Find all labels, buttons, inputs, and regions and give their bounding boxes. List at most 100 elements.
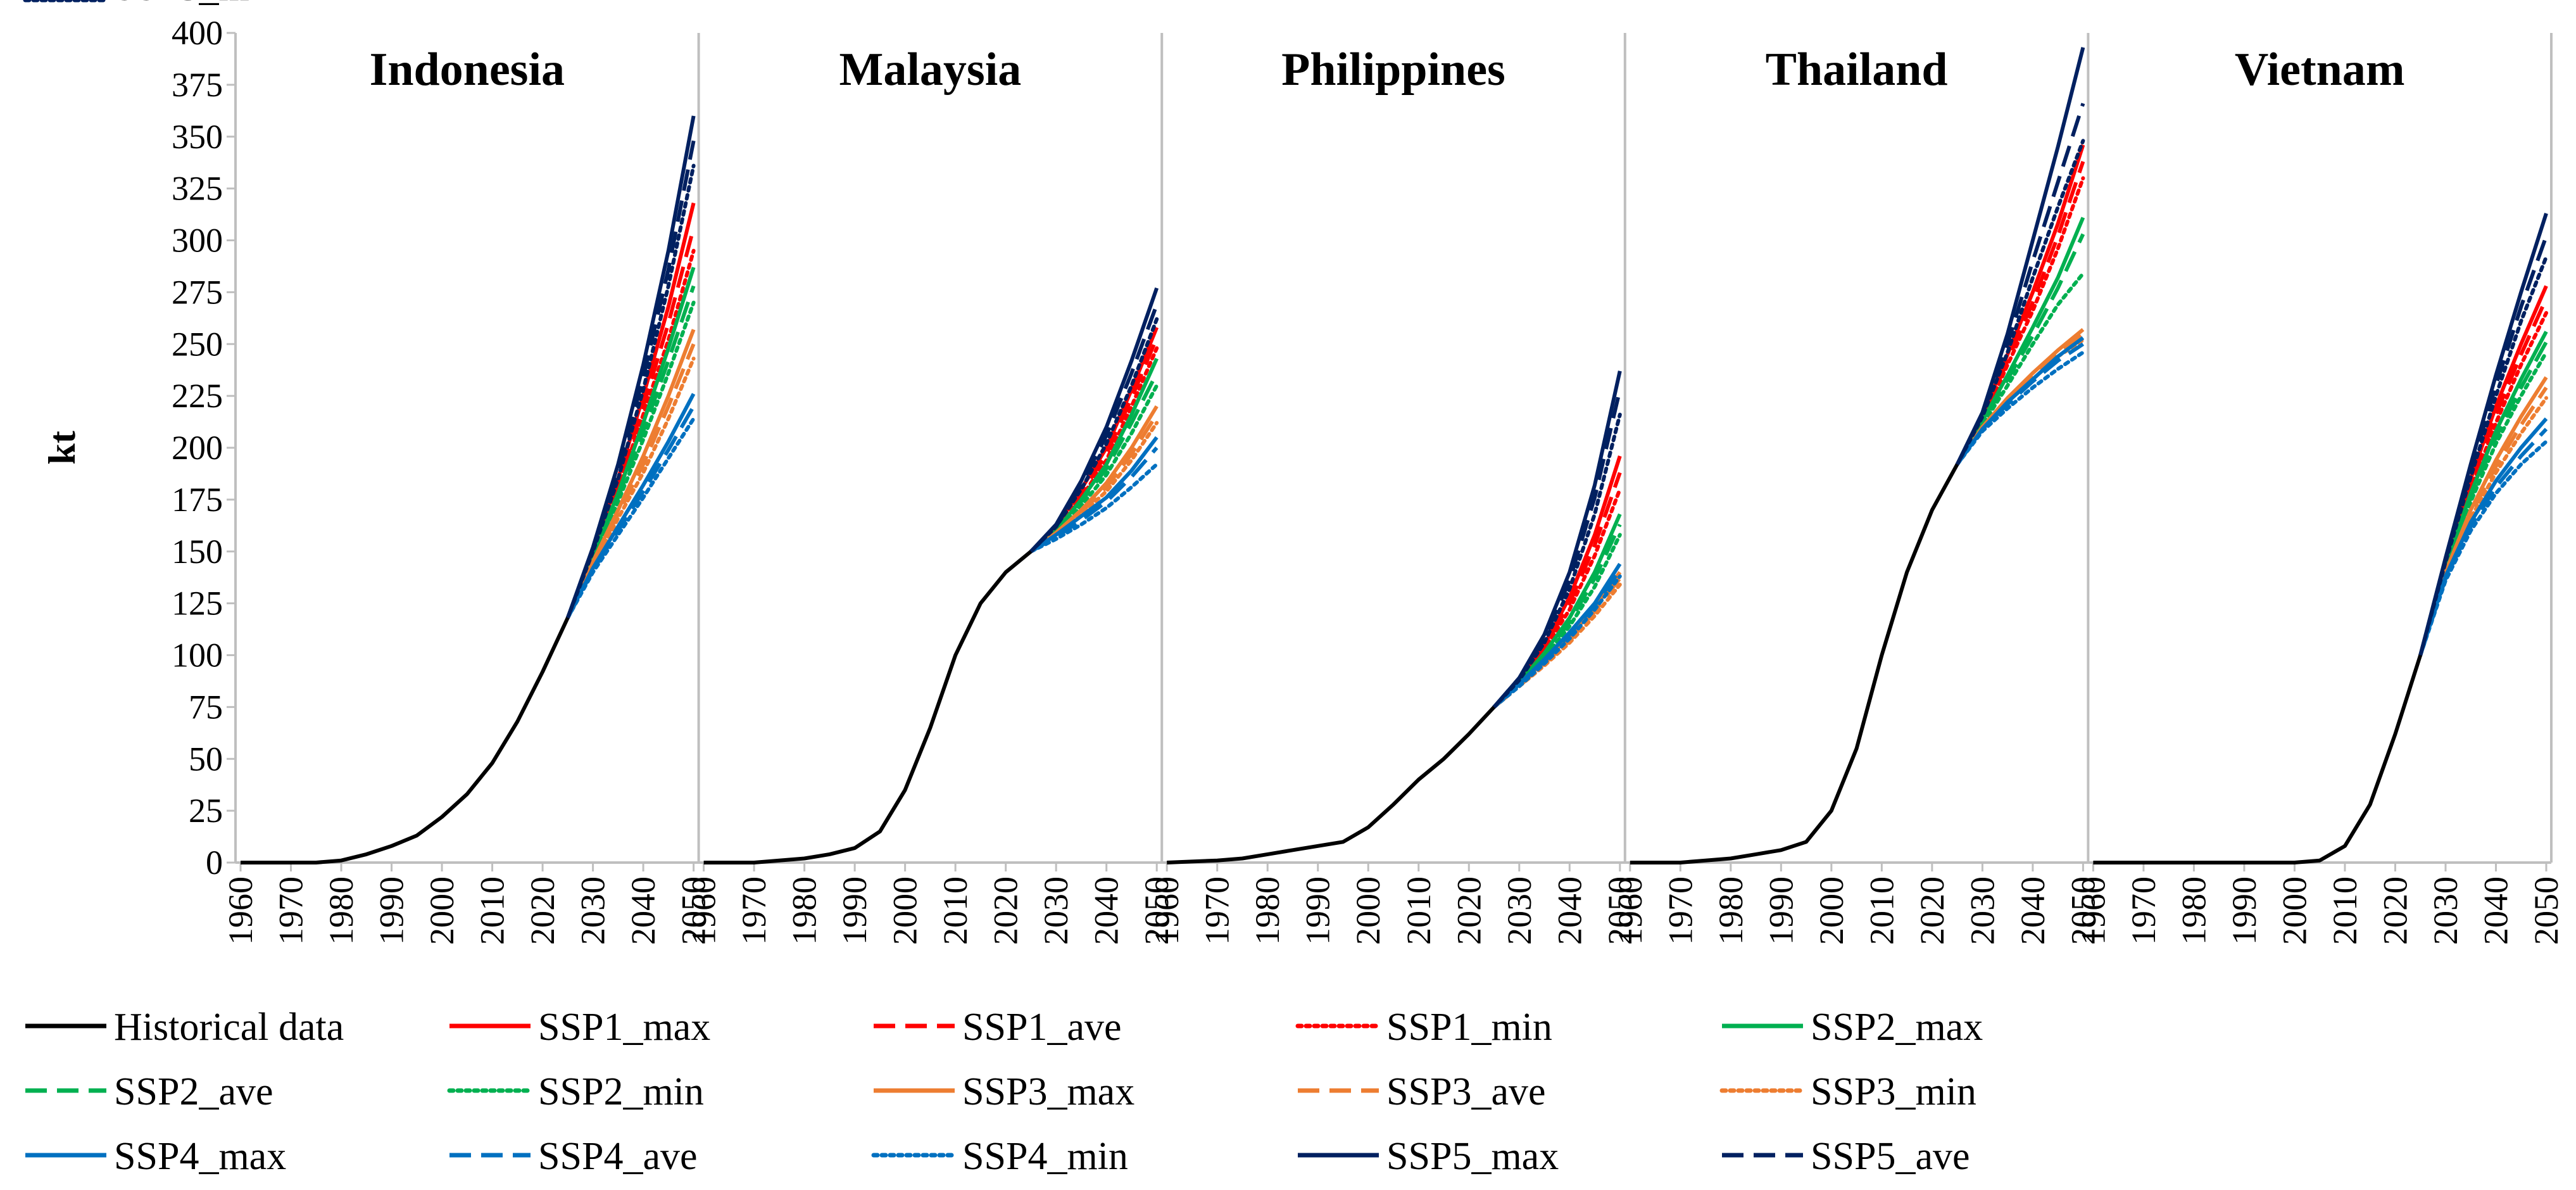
panel-title: Vietnam (2235, 44, 2405, 96)
series-ssp5-ave (565, 140, 696, 619)
x-tick-label: 1970 (2125, 877, 2163, 945)
series-historical-data (1630, 463, 1959, 864)
series-ssp4-min (1492, 574, 1622, 709)
x-tick-label: 2040 (2477, 877, 2515, 945)
y-tick-label: 350 (172, 118, 223, 156)
x-tick-label: 2040 (2014, 877, 2052, 945)
series-ssp2-max (566, 267, 696, 619)
y-tick-label: 50 (189, 740, 223, 778)
panel-title: Thailand (1766, 44, 1948, 96)
legend-label: SSP5_ave (1811, 1135, 1970, 1178)
series-ssp4-min (2418, 440, 2548, 657)
x-tick-label: 2030 (2427, 877, 2465, 945)
series-ssp4-min (1955, 350, 2085, 467)
x-tick-label: 2020 (1450, 877, 1488, 945)
series-ssp2-ave (1029, 372, 1159, 554)
series-ssp4-min (1029, 462, 1159, 554)
legend-label: SSP1_min (1386, 1006, 1552, 1049)
legend-label: Historical data (114, 1006, 344, 1049)
y-tick-label: 125 (172, 585, 223, 623)
series-ssp5-ave (1492, 389, 1622, 709)
x-tick-label: 1970 (272, 877, 310, 945)
legend-label: SSP5_max (1386, 1135, 1559, 1178)
legend-label: SSP4_ave (538, 1135, 697, 1178)
x-tick-label: 2050 (2527, 877, 2565, 945)
x-tick-label: 2020 (1913, 877, 1951, 945)
y-tick-label: 200 (172, 429, 223, 467)
series-historical-data (241, 617, 570, 864)
series-ssp1-ave (1029, 337, 1159, 554)
series-ssp5-max (565, 115, 696, 619)
series-ssp3-ave (1029, 413, 1159, 554)
series-ssp3-min (1955, 338, 2085, 467)
x-tick-label: 2050 (675, 877, 713, 945)
series-ssp1-ave (566, 227, 696, 619)
x-tick-label: 2000 (2275, 877, 2313, 945)
x-tick-label: 2050 (1601, 877, 1639, 945)
legend-label: SSP2_min (538, 1070, 704, 1113)
x-tick-label: 1970 (1198, 877, 1236, 945)
x-tick-label: 2020 (524, 877, 562, 945)
series-ssp4-ave (1029, 446, 1159, 554)
x-tick-label: 2040 (624, 877, 662, 945)
x-tick-label: 2050 (1138, 877, 1176, 945)
y-tick-label: 0 (206, 844, 223, 882)
x-tick-label: 2030 (574, 877, 612, 945)
y-tick-label: 25 (189, 792, 223, 830)
legend-label: SSP5_min (114, 0, 280, 9)
series-ssp5-min (1492, 412, 1622, 709)
x-tick-label: 1990 (1762, 877, 1800, 945)
x-tick-label: 2030 (1963, 877, 2001, 945)
series-ssp4-min (565, 417, 696, 620)
x-tick-label: 2000 (886, 877, 924, 945)
series-ssp4-max (1956, 336, 2085, 465)
series-ssp5-ave (1029, 303, 1159, 553)
y-tick-label: 175 (172, 481, 223, 519)
panel-title: Philippines (1281, 44, 1505, 96)
x-tick-label: 2000 (423, 877, 461, 945)
y-tick-label: 325 (172, 170, 223, 208)
x-tick-label: 1960 (2074, 877, 2112, 945)
panel-thailand: Thailand 1960 1970 1980 1990 2000 2010 2020 2030… (1611, 33, 2102, 945)
legend: Historical data SSP1_max SSP1_ave SSP1_min S… (23, 0, 1983, 1178)
x-tick-label: 1990 (2225, 877, 2263, 945)
legend-label: SSP3_ave (1386, 1070, 1545, 1113)
legend-label: SSP1_ave (962, 1006, 1121, 1049)
series-ssp2-ave (566, 285, 696, 619)
x-tick-label: 2010 (1400, 877, 1438, 945)
series-ssp5-min (565, 163, 696, 620)
x-tick-label: 2040 (1088, 877, 1126, 945)
x-tick-label: 1980 (1248, 877, 1286, 945)
x-tick-label: 2050 (2064, 877, 2102, 945)
x-tick-label: 1990 (373, 877, 411, 945)
x-tick-label: 1980 (1712, 877, 1750, 945)
y-tick-label: 225 (172, 377, 223, 415)
x-tick-label: 1980 (786, 877, 824, 945)
legend-label: SSP4_min (962, 1135, 1128, 1178)
y-tick-label: 250 (172, 325, 223, 363)
x-tick-label: 2010 (1863, 877, 1901, 945)
series-ssp4-max (1029, 436, 1159, 554)
series-historical-data (1167, 706, 1496, 864)
x-tick-label: 1960 (1148, 877, 1186, 945)
series-ssp5-min (2418, 255, 2548, 657)
x-tick-label: 2010 (936, 877, 974, 945)
series-historical-data (2093, 654, 2423, 864)
y-tick-label: 75 (189, 688, 223, 726)
x-tick-label: 2000 (1813, 877, 1850, 945)
series-ssp5-min (1955, 139, 2085, 467)
x-tick-label: 2040 (1550, 877, 1588, 945)
series-ssp2-min (1955, 271, 2085, 467)
x-tick-label: 1960 (1611, 877, 1649, 945)
y-tick-label: 300 (172, 222, 223, 260)
x-tick-label: 1960 (685, 877, 723, 945)
x-tick-label: 2030 (1037, 877, 1075, 945)
x-tick-label: 1960 (222, 877, 260, 945)
series-historical-data (703, 550, 1033, 864)
legend-label: SSP1_max (538, 1006, 710, 1049)
x-tick-label: 1990 (1299, 877, 1337, 945)
x-tick-label: 2010 (2326, 877, 2364, 945)
y-tick-label: 400 (172, 14, 223, 52)
x-tick-label: 1990 (836, 877, 874, 945)
